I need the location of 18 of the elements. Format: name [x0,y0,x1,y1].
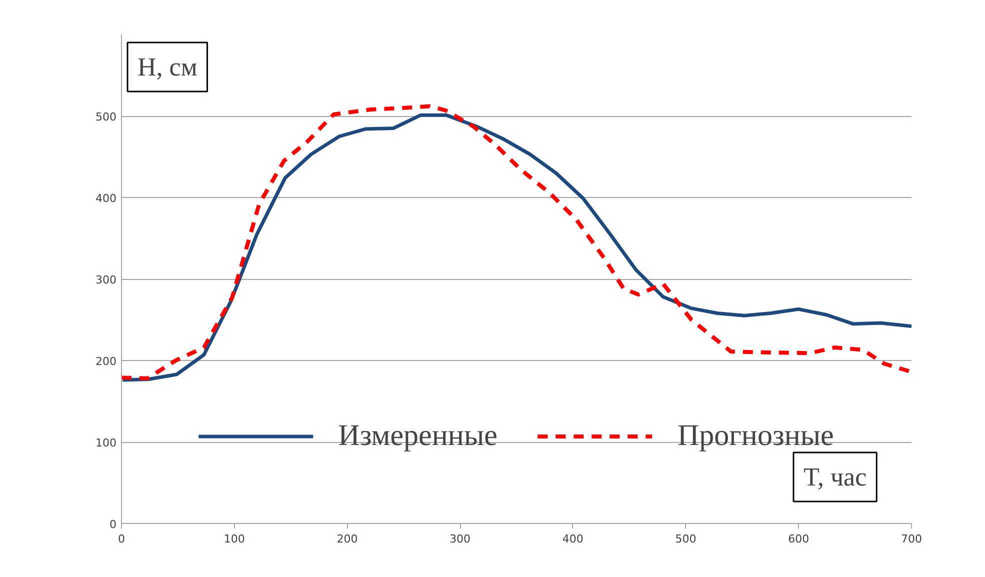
y-tick-label: 200 [96,355,117,368]
legend-label: Измеренные [338,419,498,453]
y-tick-label: 100 [96,436,117,450]
x-tick-label: 500 [675,532,696,546]
y-axis-title: H, см [138,52,198,82]
x-tick-label: 300 [450,532,471,546]
x-tick-label: 200 [336,532,358,546]
y-tick-label: 300 [96,274,117,286]
x-tick-label: 600 [788,532,810,546]
y-tick-label: 0 [110,518,116,531]
y-tick-label: 500 [96,110,117,124]
legend-label: Прогнозные [677,419,834,453]
y-tick-label: 400 [96,192,117,205]
x-tick-label: 700 [901,532,922,546]
x-tick-label: 0 [118,532,125,546]
x-tick-label: 100 [224,532,245,546]
x-axis-title: T, час [804,462,867,492]
x-tick-label: 400 [562,532,584,546]
